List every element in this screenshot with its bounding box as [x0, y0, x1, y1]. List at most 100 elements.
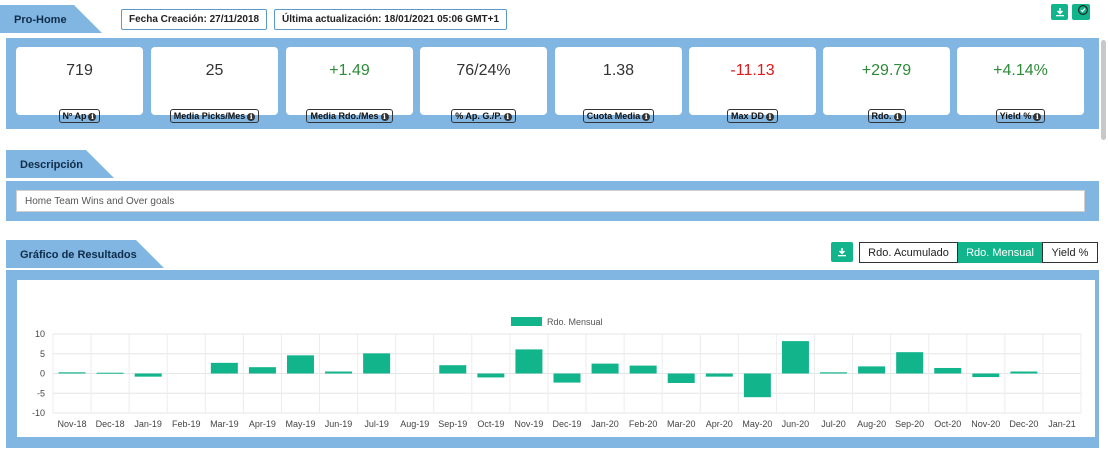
bar	[248, 367, 276, 374]
stat-label[interactable]: Max DD i	[726, 109, 778, 123]
x-tick-label: Jan-20	[591, 419, 619, 429]
x-tick-label: May-19	[285, 419, 315, 429]
x-tick-label: Aug-19	[400, 419, 429, 429]
page-scrollbar[interactable]	[1101, 40, 1106, 140]
bar	[972, 373, 1000, 378]
stat-card: 719 Nº Ap i	[16, 47, 143, 123]
stat-value: +29.79	[861, 62, 912, 79]
chart-download-button[interactable]	[831, 242, 853, 262]
y-tick-label: 10	[35, 329, 45, 339]
bar	[477, 373, 505, 378]
stat-value: +1.49	[329, 62, 370, 79]
stat-label[interactable]: Media Picks/Mes i	[169, 109, 260, 123]
stat-card: 1.38 Cuota Media i	[555, 47, 682, 123]
x-tick-label: Apr-19	[249, 419, 276, 429]
info-icon: i	[893, 112, 902, 121]
download-icon	[838, 248, 846, 257]
description-title: Descripción	[20, 159, 83, 171]
stat-label-text: Media Picks/Mes	[173, 111, 246, 121]
bar	[134, 373, 162, 377]
results-title: Gráfico de Resultados	[20, 249, 137, 261]
info-icon: i	[88, 112, 97, 121]
x-tick-label: Mar-19	[210, 419, 239, 429]
stat-label[interactable]: Rdo. i	[867, 109, 906, 123]
stat-value: -11.13	[730, 62, 775, 79]
legend-label: Rdo. Mensual	[547, 317, 603, 327]
bar	[1010, 371, 1038, 374]
x-tick-label: Dec-20	[1009, 419, 1038, 429]
stat-card: 25 Media Picks/Mes i	[151, 47, 278, 123]
x-tick-label: Nov-20	[971, 419, 1000, 429]
bar	[58, 372, 86, 374]
bar	[515, 349, 543, 374]
stat-value: 719	[66, 62, 93, 79]
bar	[896, 352, 924, 374]
bar	[858, 366, 886, 374]
section-tab-descripcion: Descripción	[6, 150, 114, 178]
stat-label[interactable]: Media Rdo./Mes i	[306, 109, 393, 123]
x-tick-label: Jan-21	[1048, 419, 1076, 429]
bar	[781, 341, 809, 374]
download-icon	[1055, 8, 1064, 17]
section-tab-pro-home: Pro-Home	[0, 5, 102, 33]
chart-area: 10 5 0 -5 -10 Nov-18 Dec-18 Jan-19 Feb-19 Mar-19 A…	[17, 280, 1095, 437]
x-tick-label: Oct-20	[934, 419, 961, 429]
y-tick-label: 5	[40, 349, 45, 359]
x-tick-label: Dec-19	[552, 419, 581, 429]
bar	[325, 371, 353, 374]
download-button[interactable]	[1051, 4, 1068, 20]
toggle-yield[interactable]: Yield %	[1042, 242, 1098, 263]
toggle-rdo-acumulado[interactable]: Rdo. Acumulado	[859, 242, 958, 263]
x-tick-label: Aug-20	[857, 419, 886, 429]
stat-value: 1.38	[602, 62, 635, 79]
creation-date: Fecha Creación: 27/11/2018	[121, 9, 268, 30]
bar	[667, 373, 695, 383]
toggle-rdo-mensual[interactable]: Rdo. Mensual	[958, 242, 1042, 263]
stat-card: 76/24% % Ap. G./P. i	[420, 47, 547, 123]
x-tick-label: Mar-20	[667, 419, 696, 429]
stat-label-text: % Ap. G./P.	[455, 111, 502, 121]
bar	[705, 373, 733, 377]
x-tick-label: Apr-20	[706, 419, 733, 429]
y-tick-label: 0	[40, 369, 45, 379]
x-tick-label: Nov-19	[514, 419, 543, 429]
bar	[820, 372, 848, 374]
info-icon: i	[380, 112, 389, 121]
info-icon: i	[503, 112, 512, 121]
info-icon: i	[247, 112, 256, 121]
bar	[591, 363, 619, 374]
stat-value: +4.14%	[993, 62, 1048, 79]
stat-label[interactable]: Cuota Media i	[582, 109, 655, 123]
stat-label-text: Cuota Media	[586, 111, 641, 121]
y-tick-label: -5	[37, 388, 45, 398]
x-tick-label: Dec-18	[96, 419, 125, 429]
follow-button[interactable]	[1072, 4, 1090, 20]
stat-value: 25	[205, 62, 224, 79]
stat-label[interactable]: Yield % i	[995, 109, 1046, 123]
x-tick-label: Oct-19	[477, 419, 504, 429]
info-icon: i	[766, 112, 774, 121]
bar	[286, 355, 314, 374]
stat-card: +4.14% Yield % i	[957, 47, 1084, 123]
chart-panel: 10 5 0 -5 -10 Nov-18 Dec-18 Jan-19 Feb-19 Mar-19 A…	[6, 270, 1099, 448]
bar	[96, 372, 124, 374]
monthly-results-chart: 10 5 0 -5 -10 Nov-18 Dec-18 Jan-19 Feb-19 Mar-19 A…	[32, 317, 1082, 429]
stat-label[interactable]: Nº Ap i	[58, 109, 101, 123]
x-tick-label: Jun-19	[325, 419, 353, 429]
x-tick-label: Nov-18	[58, 419, 87, 429]
x-tick-label: May-20	[742, 419, 772, 429]
last-update: Última actualización: 18/01/2021 05:06 G…	[274, 9, 508, 30]
bar	[210, 362, 238, 374]
x-tick-label: Jul-20	[821, 419, 846, 429]
x-tick-label: Sep-20	[895, 419, 924, 429]
stat-label[interactable]: % Ap. G./P. i	[451, 109, 516, 123]
x-tick-label: Sep-19	[438, 419, 467, 429]
info-icon: i	[1033, 112, 1042, 121]
description-panel: Home Team Wins and Over goals	[6, 181, 1099, 221]
x-tick-label: Jul-19	[364, 419, 389, 429]
bar	[629, 365, 657, 374]
stat-card: -11.13 Max DD i	[689, 47, 816, 123]
description-text: Home Team Wins and Over goals	[16, 190, 1085, 212]
bar	[934, 367, 962, 374]
info-icon: i	[642, 112, 651, 121]
